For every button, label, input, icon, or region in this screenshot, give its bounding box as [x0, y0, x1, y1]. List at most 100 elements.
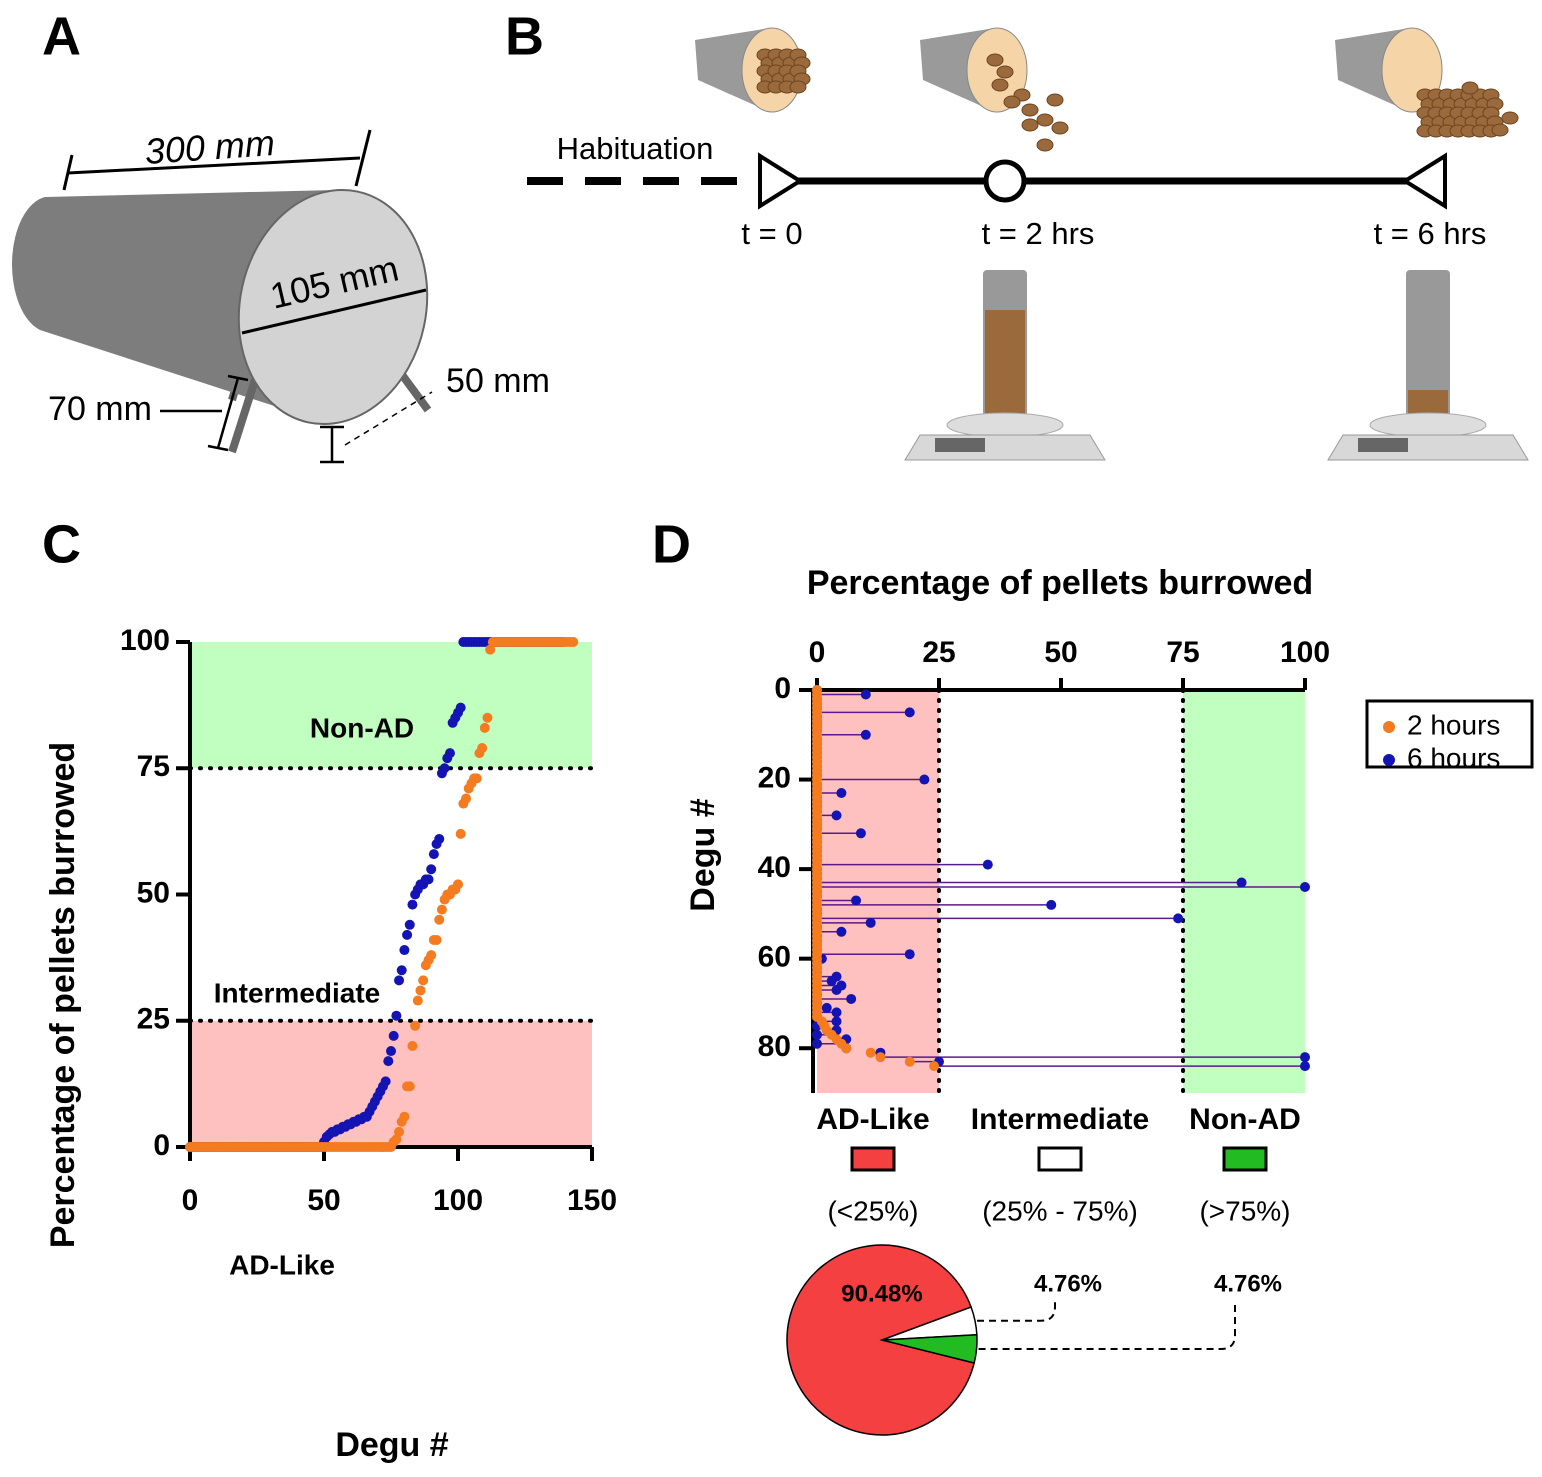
- dimension-mark: [160, 374, 249, 452]
- point: [455, 702, 466, 713]
- dimension-tick: [354, 129, 372, 187]
- y-tick-label: 40: [758, 851, 791, 884]
- point: [875, 1052, 886, 1063]
- category-label: Intermediate: [971, 1103, 1149, 1136]
- point: [402, 929, 413, 940]
- x-tick-label: 100: [433, 1184, 483, 1217]
- leg-label: 50 mm: [446, 362, 550, 400]
- point: [388, 1030, 399, 1041]
- plots: AD-Like Intermediate Non-AD 0 25 50 75 100 0 50 10…: [42, 514, 1534, 1464]
- pellet: [1003, 95, 1021, 109]
- point: [1046, 899, 1057, 910]
- zone-label: AD-Like: [229, 1249, 335, 1280]
- leader-line: [978, 1301, 1236, 1350]
- point: [391, 1010, 402, 1021]
- point: [846, 993, 857, 1004]
- pellet: [996, 65, 1014, 79]
- range-label: (>75%): [1199, 1195, 1290, 1226]
- leader: [344, 391, 433, 446]
- value-label: 4.76%: [1214, 1270, 1282, 1297]
- pellet: [1051, 121, 1069, 135]
- pellet-fill: [985, 310, 1025, 420]
- zone-label: Non-AD: [310, 712, 414, 743]
- point: [821, 1002, 832, 1013]
- length-label: 300 mm: [143, 122, 276, 172]
- category-label: Non-AD: [1189, 1103, 1301, 1136]
- zone-label: Intermediate: [214, 977, 381, 1008]
- leg: [228, 378, 259, 454]
- leader-line: [977, 1301, 1056, 1322]
- point: [1236, 877, 1247, 888]
- legend-label: 6 hours: [1407, 742, 1500, 773]
- point: [826, 976, 837, 987]
- start-marker: [758, 152, 804, 210]
- pie-slice: [786, 1244, 976, 1436]
- pellet: [1036, 113, 1054, 127]
- point: [453, 879, 463, 890]
- x-tick-label: 0: [182, 1184, 199, 1217]
- point: [412, 995, 423, 1006]
- x-tick-label: 0: [809, 636, 826, 669]
- x-tick-label: 100: [1280, 636, 1330, 669]
- point: [860, 729, 871, 740]
- y-tick-label: 100: [120, 624, 170, 657]
- value-label: 4.76%: [1034, 1270, 1102, 1297]
- point: [865, 1047, 876, 1058]
- zone: [190, 768, 592, 1021]
- point: [407, 1041, 418, 1051]
- point: [836, 926, 847, 937]
- point: [418, 975, 429, 986]
- point: [831, 810, 842, 821]
- point: [919, 774, 930, 785]
- point: [396, 965, 407, 976]
- point: [479, 722, 490, 733]
- y-tick-label: 0: [774, 672, 791, 705]
- chart-title: Percentage of pellets burrowed: [807, 564, 1313, 602]
- legend-marker: [1383, 721, 1395, 733]
- panel-label: B: [505, 6, 544, 66]
- point: [444, 748, 455, 759]
- point: [568, 637, 579, 647]
- point: [431, 934, 442, 945]
- point: [477, 743, 488, 754]
- panel-label: D: [652, 514, 691, 574]
- point: [434, 914, 445, 925]
- point: [426, 950, 437, 961]
- range-label: (25% - 75%): [982, 1195, 1138, 1226]
- point: [1300, 1052, 1310, 1063]
- end-marker: [1401, 152, 1447, 210]
- point: [482, 712, 493, 723]
- x-tick-label: 150: [567, 1184, 617, 1217]
- point: [904, 707, 915, 718]
- point: [841, 1043, 852, 1054]
- point: [855, 828, 866, 839]
- zone: [190, 642, 592, 769]
- range-label: (<25%): [827, 1195, 918, 1226]
- pellet: [1046, 93, 1064, 107]
- pie-slice: [881, 1334, 978, 1364]
- leg: [396, 369, 432, 413]
- y-tick-label: 80: [758, 1030, 791, 1063]
- zone: [190, 1020, 592, 1147]
- plate: [1369, 412, 1487, 438]
- y-tick-label: 0: [153, 1129, 170, 1162]
- point: [439, 763, 450, 774]
- dimension-mark: [320, 425, 344, 464]
- category-label: AD-Like: [816, 1103, 929, 1136]
- point: [386, 1046, 396, 1057]
- x-tick-label: 75: [1166, 636, 1199, 669]
- point: [380, 1076, 391, 1087]
- point: [904, 1056, 915, 1067]
- point: [1300, 1061, 1310, 1072]
- point: [1173, 913, 1184, 924]
- point: [485, 644, 496, 655]
- pellet: [1021, 118, 1039, 132]
- point: [391, 1134, 402, 1145]
- point: [904, 949, 915, 960]
- cylinder: [1406, 270, 1450, 420]
- y-tick-label: 25: [137, 1003, 170, 1036]
- x-tick-label: 50: [1044, 636, 1077, 669]
- diameter-line: [241, 288, 427, 335]
- point: [455, 828, 466, 839]
